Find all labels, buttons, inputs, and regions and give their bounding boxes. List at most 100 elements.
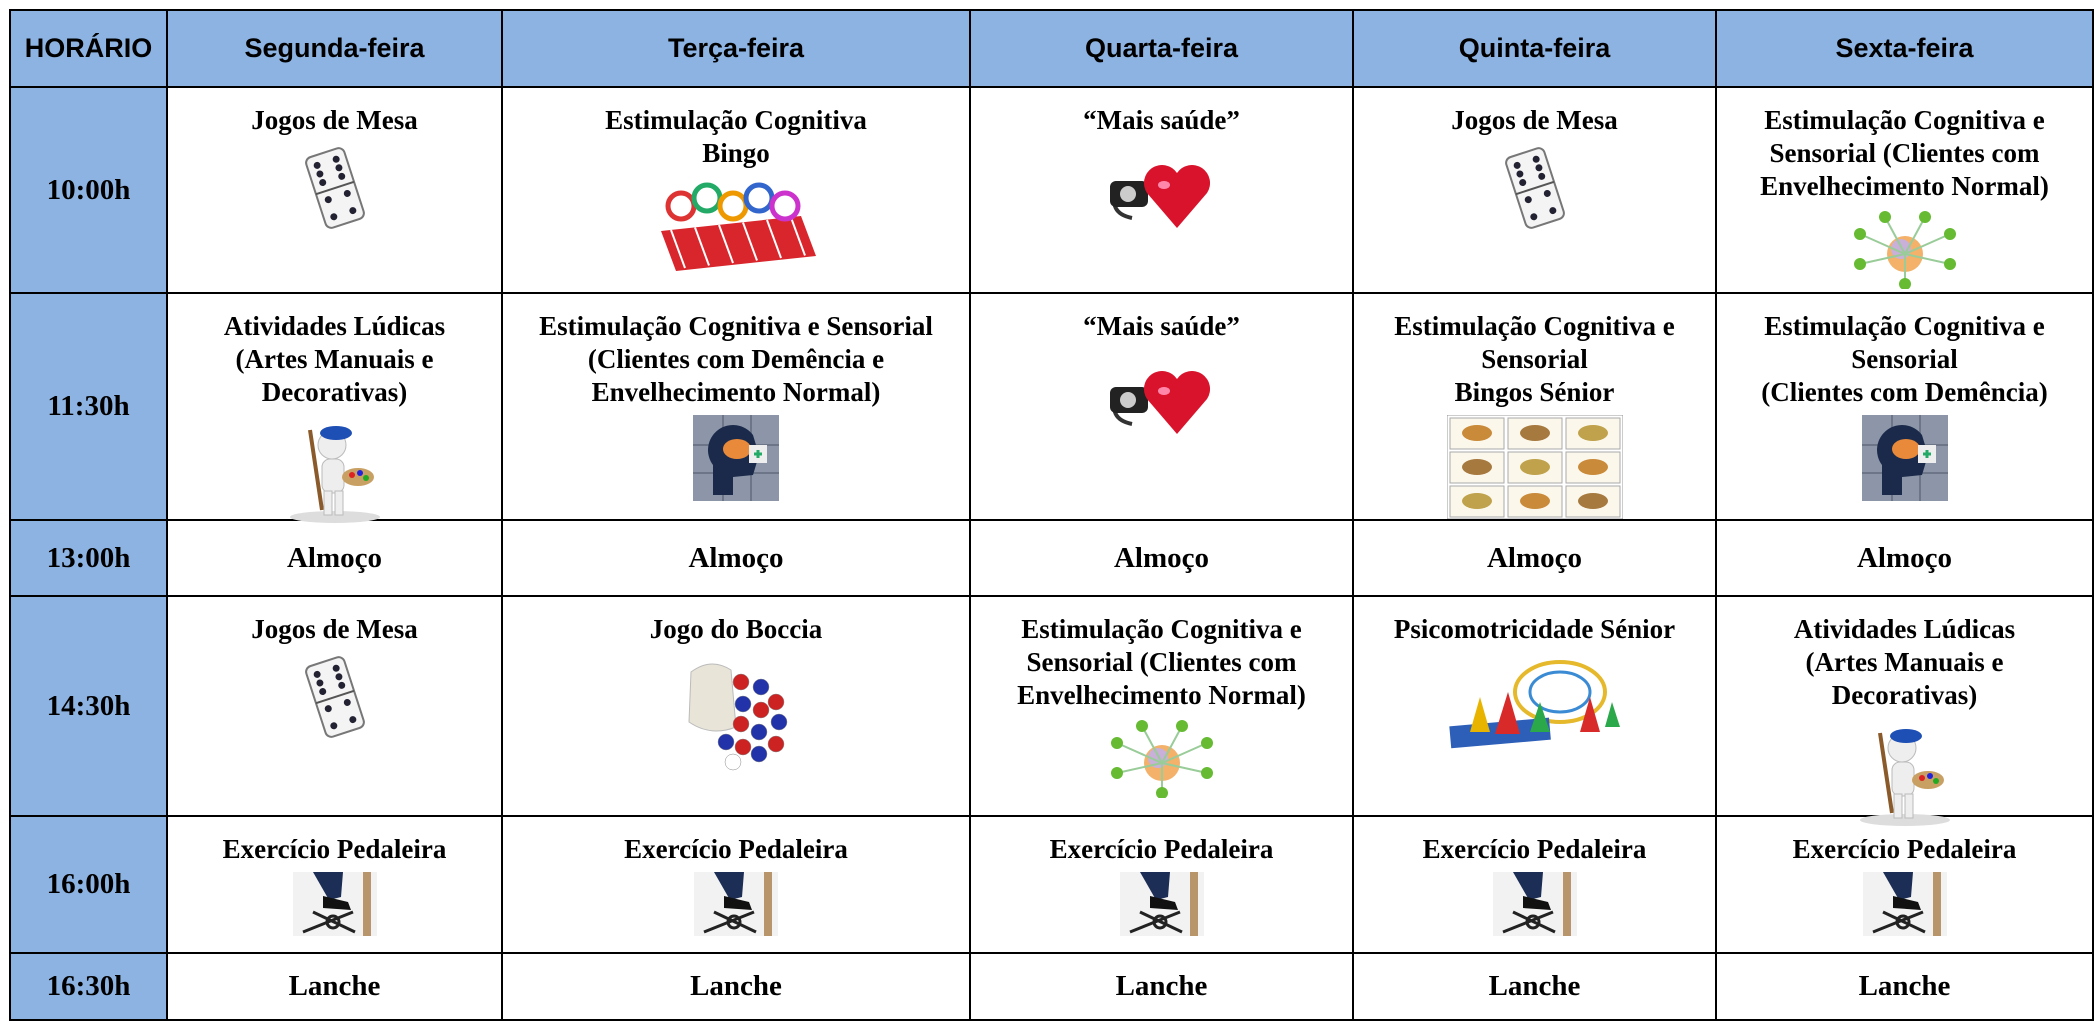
activity-text: Envelhecimento Normal) — [1017, 680, 1306, 710]
icon — [693, 409, 779, 509]
activity-cell: Lanche — [1354, 954, 1717, 1021]
activity-text: Estimulação Cognitiva e — [1764, 311, 2045, 341]
activity-cell: Estimulação Cognitiva e Sensorial (Cliente… — [1717, 294, 2094, 521]
time-text: 13:00h — [46, 541, 131, 574]
activity-cell: “Mais saúde” — [971, 294, 1354, 521]
activity-cell: Almoço — [1717, 521, 2094, 597]
header-text: Terça-feira — [667, 33, 805, 63]
activity-text: Exercício Pedaleira — [1792, 834, 2017, 864]
header-cell: Terça-feira — [503, 11, 971, 88]
header-text: Quinta-feira — [1458, 33, 1611, 63]
activity-text: Atividades Lúdicas — [223, 311, 446, 341]
activity-text: Exercício Pedaleira — [1422, 834, 1647, 864]
icon — [292, 866, 377, 944]
activity-cell: Lanche — [503, 954, 971, 1021]
icon — [1440, 646, 1630, 760]
activity-text: Estimulação Cognitiva e — [1394, 311, 1675, 341]
activity-text: Bingos Sénior — [1454, 377, 1615, 407]
activity-cell: Exercício Pedaleira — [1717, 817, 2094, 954]
icon — [1446, 409, 1623, 527]
activity-text: Lanche — [1858, 970, 1951, 1002]
icon — [1492, 866, 1577, 944]
activity-cell: “Mais saúde” — [971, 88, 1354, 294]
activity-text: Sensorial (Clientes com — [1026, 647, 1297, 677]
activity-text: Sensorial (Clientes com — [1769, 138, 2040, 168]
activity-text: Jogos de Mesa — [251, 614, 418, 644]
activity-text: Decorativas) — [1831, 680, 1978, 710]
activity-cell: Atividades Lúdicas (Artes Manuais e Decora… — [1717, 597, 2094, 826]
activity-text: Almoço — [688, 541, 784, 574]
time-cell: 13:00h — [11, 521, 168, 597]
activity-text: Sensorial — [1851, 344, 1958, 374]
time-cell: 14:30h — [11, 597, 168, 817]
header-text: HORÁRIO — [24, 33, 153, 63]
activity-cell: Lanche — [971, 954, 1354, 1021]
activity-text: Lanche — [690, 970, 782, 1002]
time-cell: 16:30h — [11, 954, 168, 1021]
icon — [1490, 137, 1580, 241]
header-text: Quarta-feira — [1084, 33, 1239, 63]
time-text: 10:00h — [46, 173, 131, 206]
icon — [1845, 203, 1965, 297]
activity-text: (Clientes com Demência) — [1761, 377, 2048, 407]
icon — [1119, 866, 1204, 944]
activity-text: Estimulação Cognitiva — [605, 105, 867, 135]
header-cell: HORÁRIO — [11, 11, 168, 88]
icon — [1862, 866, 1947, 944]
header-text: Segunda-feira — [244, 33, 425, 63]
activity-cell: Exercício Pedaleira — [168, 817, 503, 954]
activity-text: Estimulação Cognitiva e Sensorial — [539, 311, 933, 341]
header-cell: Quarta-feira — [971, 11, 1354, 88]
icon — [651, 170, 821, 279]
activity-text: Exercício Pedaleira — [1049, 834, 1274, 864]
activity-text: Bingo — [702, 138, 770, 168]
time-text: 14:30h — [46, 689, 131, 722]
activity-text: Lanche — [1488, 970, 1581, 1002]
header-cell: Quinta-feira — [1354, 11, 1717, 88]
icon — [694, 866, 778, 944]
activity-cell: Exercício Pedaleira — [971, 817, 1354, 954]
time-text: 16:00h — [46, 868, 131, 900]
activity-text: Almoço — [1486, 541, 1583, 574]
activity-cell: Atividades Lúdicas (Artes Manuais e Decora… — [168, 294, 503, 523]
icon — [1102, 137, 1222, 241]
activity-text: Exercício Pedaleira — [624, 834, 848, 864]
activity-text: Lanche — [288, 970, 381, 1002]
activity-text: “Mais saúde” — [1083, 311, 1240, 341]
activity-text: Sensorial — [1481, 344, 1588, 374]
header-cell: Sexta-feira — [1717, 11, 2094, 88]
activity-cell: Exercício Pedaleira — [503, 817, 971, 954]
activity-cell: Estimulação Cognitiva e Sensorial (Client… — [1717, 88, 2094, 294]
icon — [290, 137, 380, 241]
activity-cell: Jogos de Mesa — [168, 597, 503, 817]
activity-text: Almoço — [1856, 541, 1953, 574]
time-text: 11:30h — [47, 390, 130, 422]
activity-cell: Jogos de Mesa — [168, 88, 503, 294]
header-text: Sexta-feira — [1835, 33, 1974, 63]
activity-text: Envelhecimento Normal) — [591, 377, 881, 407]
activity-cell: Psicomotricidade Sénior — [1354, 597, 1717, 817]
icon — [1102, 712, 1222, 806]
activity-cell: Lanche — [1717, 954, 2094, 1021]
activity-text: Envelhecimento Normal) — [1760, 171, 2049, 201]
time-cell: 10:00h — [11, 88, 168, 294]
activity-cell: Estimulação Cognitiva e Sensorial Bingos S… — [1354, 294, 1717, 521]
header-cell: Segunda-feira — [168, 11, 503, 88]
activity-cell: Estimulação Cognitiva e Sensorial (Client… — [503, 294, 971, 521]
activity-cell: Estimulação Cognitiva Bingo — [503, 88, 971, 294]
activity-text: Almoço — [1113, 541, 1210, 574]
activity-cell: Jogo do Boccia — [503, 597, 971, 817]
activity-text: Jogos de Mesa — [1451, 105, 1618, 135]
activity-cell: Almoço — [1354, 521, 1717, 597]
activity-text: Jogo do Boccia — [649, 614, 823, 644]
icon — [681, 646, 791, 780]
time-text: 16:30h — [46, 970, 131, 1002]
activity-text: Estimulação Cognitiva e — [1764, 105, 2045, 135]
activity-text: (Artes Manuais e — [1805, 647, 2004, 677]
activity-cell: Jogos de Mesa — [1354, 88, 1717, 294]
activity-text: Jogos de Mesa — [251, 105, 418, 135]
activity-text: Almoço — [286, 541, 383, 574]
activity-cell: Almoço — [503, 521, 971, 597]
activity-cell: Exercício Pedaleira — [1354, 817, 1717, 954]
